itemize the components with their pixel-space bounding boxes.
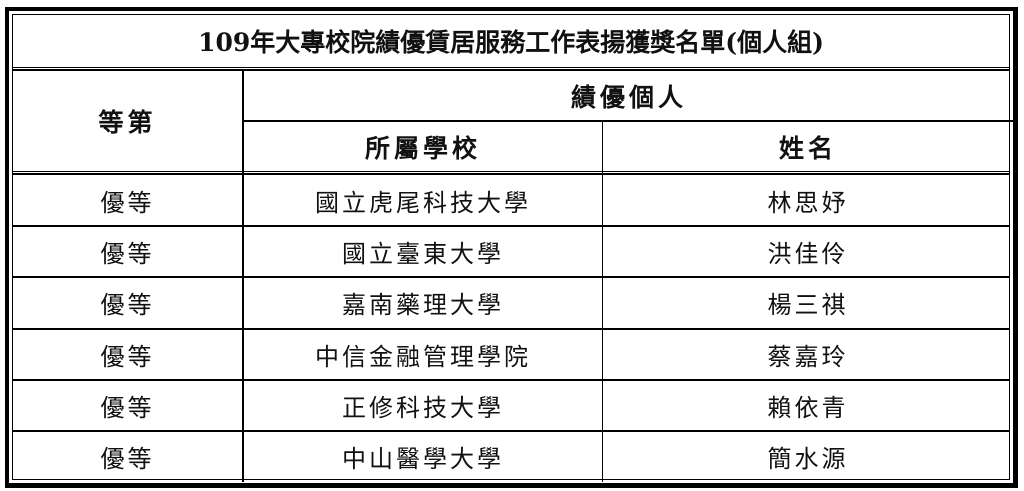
cell-rank: 優等	[100, 240, 155, 269]
cell-school: 中山醫學大學	[342, 445, 504, 474]
title-divider	[13, 67, 1009, 71]
cell-school: 國立臺東大學	[342, 240, 504, 269]
row-divider	[244, 120, 1014, 122]
cell-school: 嘉南藥理大學	[342, 291, 504, 320]
row-divider	[13, 430, 1009, 432]
header-rank: 等第	[98, 108, 157, 137]
table-title: 109年大專校院績優賃居服務工作表揚獲獎名單(個人組)	[198, 28, 824, 57]
cell-rank: 優等	[100, 393, 155, 422]
cell-name: 林思妤	[767, 189, 849, 218]
cell-school: 國立虎尾科技大學	[315, 189, 531, 218]
cell-school: 中信金融管理學院	[315, 342, 531, 371]
cell-name: 蔡嘉玲	[767, 342, 849, 371]
column-divider	[602, 122, 603, 482]
award-table: 109年大專校院績優賃居服務工作表揚獲獎名單(個人組) 等第 績優個人 所屬學校…	[5, 7, 1018, 488]
cell-rank: 優等	[100, 445, 155, 474]
cell-name: 楊三祺	[767, 291, 849, 320]
header-school: 所屬學校	[364, 133, 481, 163]
cell-rank: 優等	[100, 291, 155, 320]
table-inner: 109年大專校院績優賃居服務工作表揚獲獎名單(個人組) 等第 績優個人 所屬學校…	[12, 14, 1014, 482]
cell-rank: 優等	[100, 189, 155, 218]
cell-name: 簡水源	[767, 445, 849, 474]
header-divider	[13, 171, 1009, 175]
row-divider	[13, 225, 1009, 228]
header-name: 姓名	[778, 133, 837, 163]
cell-name: 賴依青	[767, 393, 849, 422]
row-divider	[13, 378, 1009, 381]
row-divider	[13, 276, 1009, 279]
cell-name: 洪佳伶	[767, 240, 849, 269]
header-group: 績優個人	[570, 82, 687, 112]
row-divider	[13, 327, 1009, 330]
cell-rank: 優等	[100, 342, 155, 371]
cell-school: 正修科技大學	[342, 393, 504, 422]
